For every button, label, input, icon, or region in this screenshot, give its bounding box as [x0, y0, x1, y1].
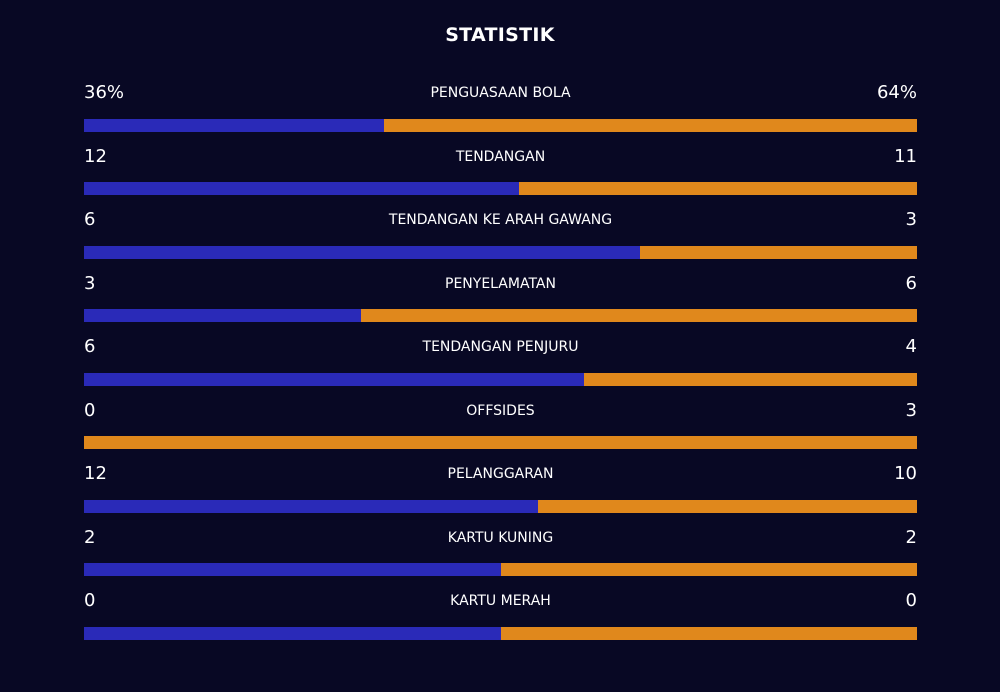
stat-label: PELANGGARAN: [447, 466, 554, 482]
home-bar-fill: [84, 372, 584, 386]
away-value: 10: [894, 463, 917, 484]
stat-row: KARTU MERAH 0 0: [84, 588, 917, 652]
stat-row: KARTU KUNING 2 2: [84, 525, 917, 589]
stat-row: TENDANGAN PENJURU 6 4: [84, 334, 917, 398]
stat-label: KARTU KUNING: [447, 529, 554, 546]
stat-row: OFFSIDES 0 3: [84, 398, 917, 462]
stat-label: KARTU MERAH: [450, 593, 551, 609]
home-value: 0: [84, 399, 96, 421]
away-value: 0: [905, 590, 917, 611]
away-bar-fill: [84, 436, 917, 449]
comparison-bar: [84, 499, 917, 513]
home-value: 0: [84, 590, 96, 611]
home-bar-fill: [84, 182, 519, 195]
stat-label: TENDANGAN PENJURU: [422, 339, 579, 355]
stat-header: KARTU MERAH 0 0: [84, 588, 917, 614]
home-value: 36%: [84, 82, 125, 103]
home-value: 12: [84, 145, 107, 167]
stat-label: PENGUASAAN BOLA: [430, 85, 571, 101]
home-bar-fill: [84, 309, 362, 322]
away-bar-fill: [383, 118, 917, 132]
away-value: 11: [894, 145, 917, 167]
stat-header: TENDANGAN KE ARAH GAWANG 6 3: [84, 207, 917, 233]
stat-row: PELANGGARAN 12 10: [84, 461, 917, 525]
stat-header: OFFSIDES 0 3: [84, 398, 917, 424]
comparison-bar: [84, 309, 917, 322]
stat-row: TENDANGAN 12 11: [84, 144, 917, 208]
comparison-bar: [84, 626, 917, 640]
home-value: 6: [84, 336, 96, 357]
away-bar-fill: [583, 372, 917, 386]
away-value: 3: [905, 399, 917, 421]
stat-label: TENDANGAN: [455, 148, 546, 165]
stat-header: PENGUASAAN BOLA 36% 64%: [84, 80, 917, 106]
stat-header: KARTU KUNING 2 2: [84, 525, 917, 551]
stat-label: OFFSIDES: [466, 402, 535, 419]
away-value: 3: [905, 209, 917, 230]
stat-header: PELANGGARAN 12 10: [84, 461, 917, 487]
comparison-bar: [84, 563, 917, 576]
away-bar-fill: [639, 245, 917, 259]
stat-row: PENYELAMATAN 3 6: [84, 271, 917, 335]
comparison-bar: [84, 118, 917, 132]
comparison-bar: [84, 436, 917, 449]
away-bar-fill: [500, 626, 917, 640]
home-bar-fill: [84, 563, 501, 576]
stat-row: PENGUASAAN BOLA 36% 64%: [84, 80, 917, 144]
home-value: 2: [84, 526, 96, 548]
away-value: 4: [905, 336, 917, 357]
away-value: 6: [905, 272, 917, 294]
stat-label: PENYELAMATAN: [445, 275, 556, 292]
away-value: 64%: [876, 82, 917, 103]
away-bar-fill: [361, 309, 917, 322]
home-bar-fill: [84, 626, 501, 640]
home-value: 3: [84, 272, 96, 294]
away-bar-fill: [518, 182, 917, 195]
stats-list: PENGUASAAN BOLA 36% 64% TENDANGAN 12 11 TENDAN…: [84, 80, 917, 652]
stat-header: TENDANGAN 12 11: [84, 144, 917, 170]
home-value: 12: [84, 463, 107, 484]
home-value: 6: [84, 209, 96, 230]
comparison-bar: [84, 182, 917, 195]
stat-row: TENDANGAN KE ARAH GAWANG 6 3: [84, 207, 917, 271]
away-bar-fill: [537, 499, 917, 513]
home-bar-fill: [84, 245, 640, 259]
stat-header: PENYELAMATAN 3 6: [84, 271, 917, 297]
page-title: STATISTIK: [445, 24, 555, 46]
home-bar-fill: [84, 118, 384, 132]
away-value: 2: [905, 526, 917, 548]
comparison-bar: [84, 245, 917, 259]
stat-label: TENDANGAN KE ARAH GAWANG: [388, 212, 613, 228]
comparison-bar: [84, 372, 917, 386]
home-bar-fill: [84, 499, 538, 513]
away-bar-fill: [500, 563, 917, 576]
stat-header: TENDANGAN PENJURU 6 4: [84, 334, 917, 360]
